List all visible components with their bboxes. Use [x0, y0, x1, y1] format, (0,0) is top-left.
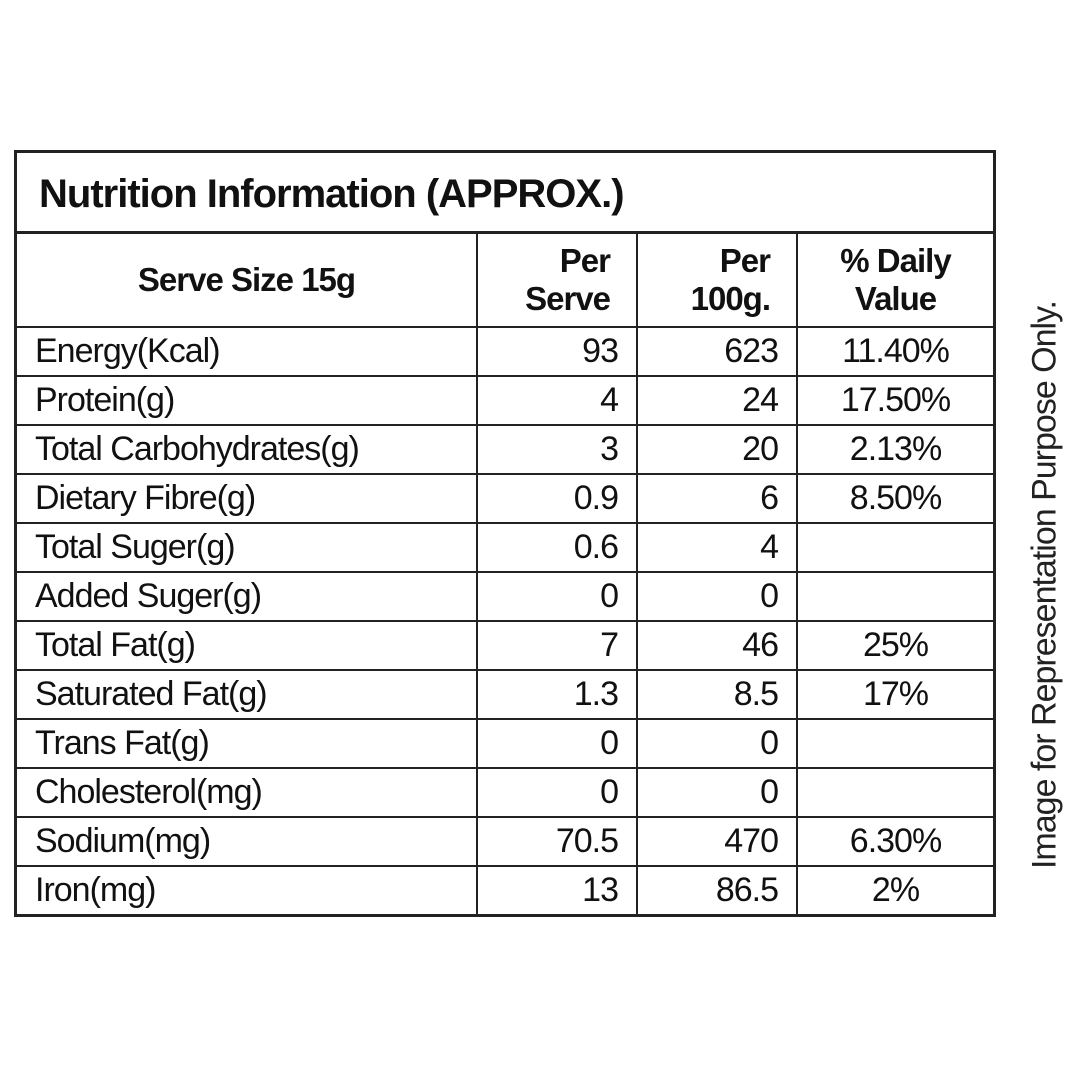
table-cell	[796, 718, 993, 769]
table-cell: 0	[476, 767, 638, 818]
table-body: Serve Size 15g Per Serve Per 100g.% Daily …	[17, 234, 993, 914]
nutrition-table: Nutrition Information (APPROX.) Serve Si…	[14, 150, 996, 917]
table-cell	[796, 571, 993, 622]
table-cell: Total Carbohydrates(g)	[17, 424, 478, 475]
table-cell	[796, 522, 993, 573]
table-cell: 17%	[796, 669, 993, 720]
table-row: Total Carbohydrates(g) 3 20 2.13%	[17, 424, 993, 475]
table-cell: 70.5	[476, 816, 638, 867]
table-row: Added Suger(g) 0 0	[17, 571, 993, 622]
table-cell: 17.50%	[796, 375, 993, 426]
table-row: Cholesterol(mg) 0 0	[17, 767, 993, 818]
table-cell: Protein(g)	[17, 375, 478, 426]
table-cell: 25%	[796, 620, 993, 671]
header-cell: Serve Size 15g	[17, 234, 478, 328]
table-row: Sodium(mg) 70.5 470 6.30%	[17, 816, 993, 867]
table-row: Saturated Fat(g) 1.3 8.5 17%	[17, 669, 993, 720]
table-cell: 1.3	[476, 669, 638, 720]
table-cell: Energy(Kcal)	[17, 326, 478, 377]
table-cell: 0	[636, 718, 798, 769]
table-cell: 7	[476, 620, 638, 671]
table-cell: 0	[476, 571, 638, 622]
table-cell: 2%	[796, 865, 993, 914]
table-cell: 0	[636, 767, 798, 818]
table-cell: 24	[636, 375, 798, 426]
table-cell: 0.9	[476, 473, 638, 524]
table-cell: 20	[636, 424, 798, 475]
table-cell: Iron(mg)	[17, 865, 478, 914]
table-cell: 0	[636, 571, 798, 622]
table-cell: 6.30%	[796, 816, 993, 867]
table-cell	[796, 767, 993, 818]
table-cell: 86.5	[636, 865, 798, 914]
table-row: Trans Fat(g) 0 0	[17, 718, 993, 769]
table-cell: Sodium(mg)	[17, 816, 478, 867]
header-cell: Per 100g.	[636, 234, 798, 328]
table-cell: Cholesterol(mg)	[17, 767, 478, 818]
table-cell: 623	[636, 326, 798, 377]
table-row: Dietary Fibre(g) 0.9 6 8.50%	[17, 473, 993, 524]
table-row: Total Suger(g) 0.6 4	[17, 522, 993, 573]
table-cell: 13	[476, 865, 638, 914]
table-cell: 11.40%	[796, 326, 993, 377]
table-cell: 46	[636, 620, 798, 671]
table-cell: 4	[636, 522, 798, 573]
table-row: Iron(mg) 13 86.5 2%	[17, 865, 993, 914]
table-row: Total Fat(g) 7 46 25%	[17, 620, 993, 671]
table-title: Nutrition Information (APPROX.)	[17, 153, 993, 234]
table-cell: 470	[636, 816, 798, 867]
table-cell: Saturated Fat(g)	[17, 669, 478, 720]
table-cell: 93	[476, 326, 638, 377]
table-row: Protein(g) 4 24 17.50%	[17, 375, 993, 426]
header-cell: % Daily Value	[796, 234, 993, 328]
table-cell: 0.6	[476, 522, 638, 573]
header-cell: Per Serve	[476, 234, 638, 328]
table-cell: 2.13%	[796, 424, 993, 475]
table-cell: Total Fat(g)	[17, 620, 478, 671]
table-cell: 0	[476, 718, 638, 769]
table-cell: 6	[636, 473, 798, 524]
side-note: Image for Representation Purpose Only.	[1025, 300, 1064, 870]
table-cell: Total Suger(g)	[17, 522, 478, 573]
table-cell: 8.5	[636, 669, 798, 720]
table-cell: 3	[476, 424, 638, 475]
table-grid: Serve Size 15g Per Serve Per 100g.% Daily …	[17, 234, 993, 914]
table-cell: 4	[476, 375, 638, 426]
header-row: Serve Size 15g Per Serve Per 100g.% Daily …	[17, 234, 993, 328]
table-cell: 8.50%	[796, 473, 993, 524]
table-cell: Trans Fat(g)	[17, 718, 478, 769]
table-row: Energy(Kcal) 93 623 11.40%	[17, 326, 993, 377]
table-cell: Dietary Fibre(g)	[17, 473, 478, 524]
table-cell: Added Suger(g)	[17, 571, 478, 622]
